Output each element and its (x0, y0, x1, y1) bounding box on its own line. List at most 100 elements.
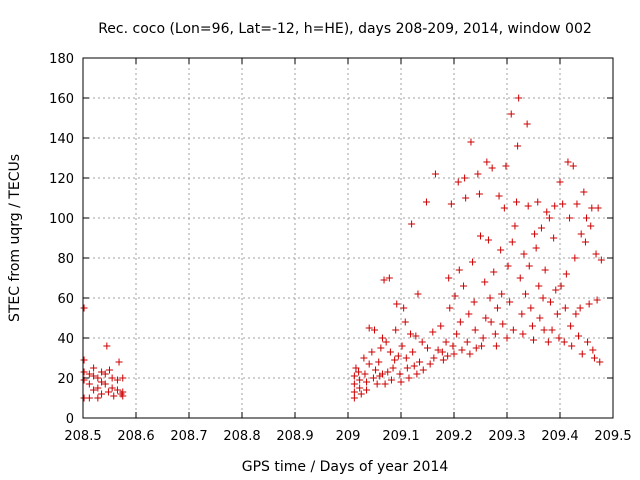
data-point-marker (486, 294, 494, 302)
x-tick-label: 209 (336, 429, 361, 444)
data-point-marker (551, 202, 559, 210)
data-point-marker (530, 336, 537, 344)
data-point-marker (101, 370, 109, 378)
data-point-marker (504, 262, 512, 270)
data-point-marker (478, 342, 486, 350)
data-point-marker (463, 338, 471, 346)
data-point-marker (580, 188, 588, 196)
x-tick-label: 209.5 (594, 429, 631, 444)
data-point-marker (368, 348, 376, 356)
data-point-marker (491, 330, 499, 338)
data-point-marker (590, 354, 598, 362)
data-point-marker (355, 368, 363, 376)
data-point-marker (113, 376, 121, 384)
data-point-marker (429, 328, 437, 336)
data-point-marker (80, 368, 88, 376)
data-point-marker (438, 348, 446, 356)
data-point-marker (506, 298, 514, 306)
data-point-marker (548, 326, 556, 334)
y-tick-label: 40 (57, 332, 74, 347)
y-axis-ticks: 0 20 40 60 80 100 120 140 160 180 (49, 52, 613, 427)
data-point-marker (523, 120, 531, 128)
data-point-marker (113, 386, 121, 394)
chart-title: Rec. coco (Lon=96, Lat=-12, h=HE), days … (98, 21, 592, 37)
data-point-marker (350, 372, 358, 380)
data-point-marker (94, 394, 102, 402)
data-point-marker (405, 374, 413, 382)
data-point-marker (503, 334, 511, 342)
data-point-marker (424, 344, 431, 352)
data-point-marker (514, 142, 522, 150)
data-point-marker (573, 200, 581, 208)
data-point-marker (511, 222, 519, 230)
data-point-marker (481, 278, 489, 286)
data-point-marker (363, 378, 371, 386)
data-point-marker (94, 384, 102, 392)
data-point-marker (365, 360, 373, 368)
data-point-marker (401, 318, 409, 326)
y-tick-label: 180 (49, 52, 74, 67)
data-point-marker (492, 342, 500, 350)
data-point-marker (534, 198, 542, 206)
data-points (80, 94, 605, 402)
data-point-marker (474, 170, 482, 178)
data-point-marker (559, 200, 567, 208)
data-point-marker (471, 326, 479, 334)
data-point-marker (596, 358, 604, 366)
data-point-marker (482, 314, 490, 322)
data-point-marker (543, 208, 551, 216)
data-point-marker (397, 378, 405, 386)
data-point-marker (497, 246, 505, 254)
data-point-marker (446, 304, 454, 312)
data-point-marker (98, 378, 106, 386)
data-point-marker (555, 334, 563, 342)
data-point-marker (479, 334, 487, 342)
data-point-marker (450, 350, 458, 358)
data-point-marker (597, 256, 605, 264)
data-point-marker (519, 330, 527, 338)
data-point-marker (560, 338, 568, 346)
data-point-marker (546, 298, 554, 306)
data-point-marker (537, 224, 545, 232)
data-point-marker (584, 338, 592, 346)
x-tick-label: 209.4 (541, 429, 578, 444)
data-point-marker (410, 362, 418, 370)
data-point-marker (575, 332, 583, 340)
data-point-marker (581, 238, 589, 246)
data-point-marker (426, 360, 434, 368)
data-point-marker (389, 364, 397, 372)
data-point-marker (444, 352, 452, 360)
data-point-marker (469, 258, 477, 266)
data-point-marker (403, 364, 411, 372)
data-point-marker (90, 386, 98, 394)
grid-lines (83, 58, 613, 418)
data-point-marker (381, 380, 389, 388)
data-point-marker (556, 178, 564, 186)
data-point-marker (553, 310, 561, 318)
x-axis-ticks: 208.5 208.6 208.7 208.8 208.9 209 209.1 209.2 20… (64, 58, 632, 444)
data-point-marker (108, 374, 116, 382)
data-point-marker (472, 344, 480, 352)
data-point-marker (495, 192, 503, 200)
data-point-marker (454, 178, 462, 186)
data-point-marker (380, 276, 388, 284)
data-point-marker (483, 158, 491, 166)
data-point-marker (365, 324, 373, 332)
data-point-marker (532, 244, 540, 252)
data-point-marker (577, 230, 585, 238)
data-point-marker (377, 344, 385, 352)
data-point-marker (552, 286, 560, 294)
data-point-marker (461, 174, 469, 182)
data-point-marker (407, 330, 415, 338)
data-point-marker (524, 202, 532, 210)
data-point-marker (467, 138, 475, 146)
y-tick-label: 80 (57, 252, 74, 267)
data-point-marker (572, 310, 580, 318)
data-point-marker (369, 374, 377, 382)
data-point-marker (462, 194, 470, 202)
data-point-marker (85, 380, 93, 388)
data-point-marker (507, 110, 515, 118)
data-point-marker (430, 354, 438, 362)
data-point-marker (386, 348, 394, 356)
data-point-marker (375, 358, 383, 366)
